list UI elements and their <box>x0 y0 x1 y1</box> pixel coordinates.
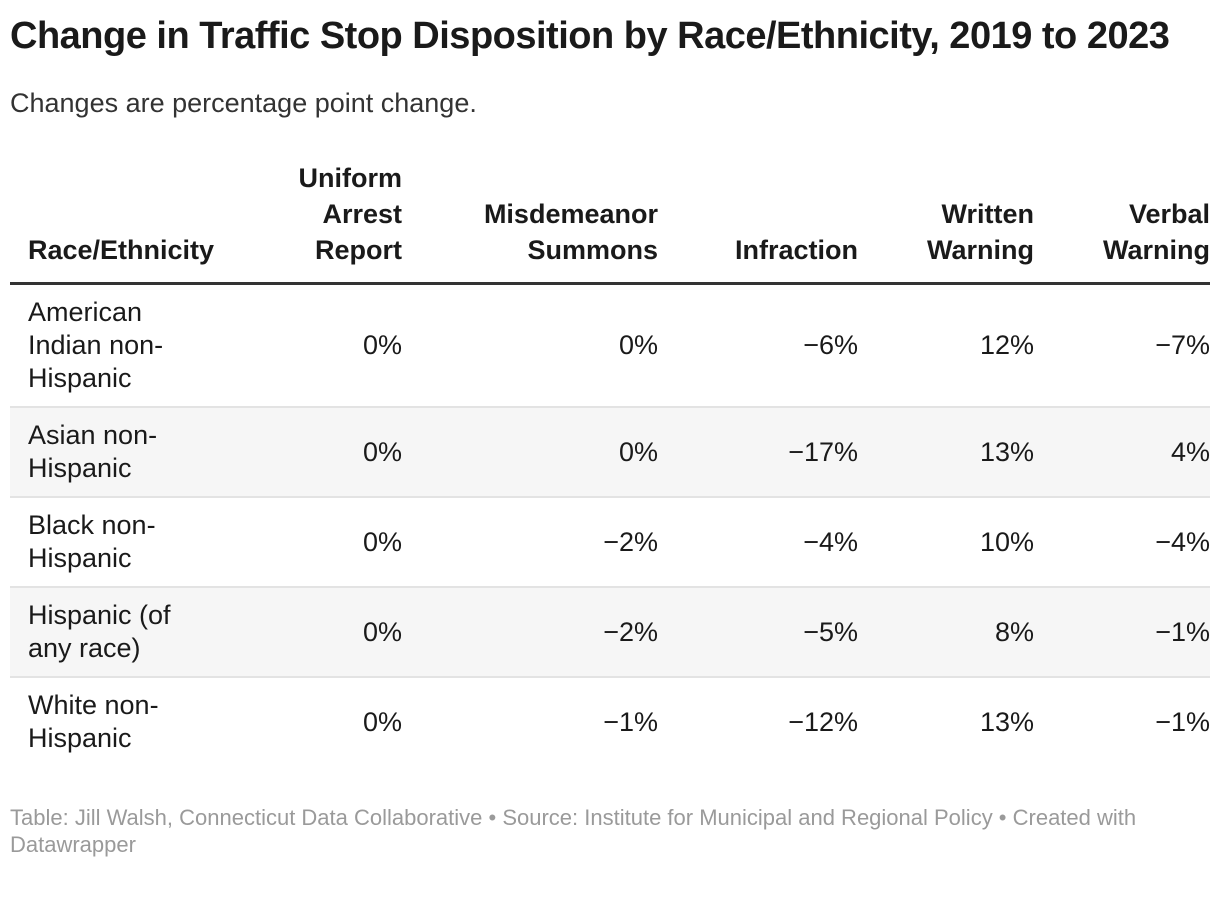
column-header-uniform-arrest-report: Uniform Arrest Report <box>240 160 402 285</box>
row-label: Black non-Hispanic <box>10 496 240 587</box>
cell-value: −1% <box>1034 676 1210 766</box>
cell-value: −12% <box>658 676 858 766</box>
cell-value: 0% <box>618 330 658 360</box>
row-label: White non-Hispanic <box>10 676 240 766</box>
table-row: Black non-Hispanic 0% −2% −4% 10% −4% <box>10 496 1210 587</box>
row-label: American Indian non-Hispanic <box>28 297 164 393</box>
cell-value: −1% <box>402 676 658 766</box>
table-row: American Indian non-Hispanic 0% 0% −6% 12% −7… <box>10 284 1210 408</box>
cell-value: 0% <box>240 586 402 677</box>
row-label: Hispanic (of any race) <box>10 586 240 677</box>
table-row: Asian non-Hispanic 0% 0% −17% 13% 4% <box>10 406 1210 497</box>
column-header-misdemeanor-summons: Misdemeanor Summons <box>402 160 658 285</box>
cell-value: −6% <box>803 330 858 360</box>
cell-value: 4% <box>1034 406 1210 497</box>
page-subtitle: Changes are percentage point change. <box>10 88 477 118</box>
cell-value: 0% <box>240 496 402 587</box>
cell-value: 10% <box>858 496 1034 587</box>
row-label: Asian non-Hispanic <box>10 406 240 497</box>
cell-value: −2% <box>402 496 658 587</box>
cell-value: −4% <box>1034 496 1210 587</box>
column-header-race-ethnicity: Race/Ethnicity <box>10 160 240 285</box>
cell-value: −1% <box>1034 586 1210 677</box>
table-row: White non-Hispanic 0% −1% −12% 13% −1% <box>10 676 1210 766</box>
table-row: Hispanic (of any race) 0% −2% −5% 8% −1% <box>10 586 1210 677</box>
cell-value: −5% <box>658 586 858 677</box>
cell-value: −7% <box>1155 330 1210 360</box>
cell-value: 0% <box>362 330 402 360</box>
column-header-infraction: Infraction <box>658 160 858 285</box>
column-header-verbal-warning: Verbal Warning <box>1034 160 1210 285</box>
cell-value: 0% <box>402 406 658 497</box>
cell-value: 0% <box>240 676 402 766</box>
column-header-written-warning: Written Warning <box>858 160 1034 285</box>
data-table: Race/Ethnicity Uniform Arrest Report Misde… <box>10 160 1210 766</box>
cell-value: −17% <box>658 406 858 497</box>
cell-value: 8% <box>858 586 1034 677</box>
footer-attribution: Table: Jill Walsh, Connecticut Data Coll… <box>10 805 1137 857</box>
table-header-row: Race/Ethnicity Uniform Arrest Report Misde… <box>10 160 1210 285</box>
page-title: Change in Traffic Stop Disposition by Ra… <box>10 15 1170 57</box>
cell-value: 13% <box>858 406 1034 497</box>
table-header: Race/Ethnicity Uniform Arrest Report Misde… <box>10 160 1210 285</box>
table-body: American Indian non-Hispanic 0% 0% −6% 12% −7… <box>10 284 1210 766</box>
cell-value: 12% <box>979 330 1034 360</box>
cell-value: −2% <box>402 586 658 677</box>
cell-value: −4% <box>658 496 858 587</box>
cell-value: 13% <box>858 676 1034 766</box>
cell-value: 0% <box>240 406 402 497</box>
